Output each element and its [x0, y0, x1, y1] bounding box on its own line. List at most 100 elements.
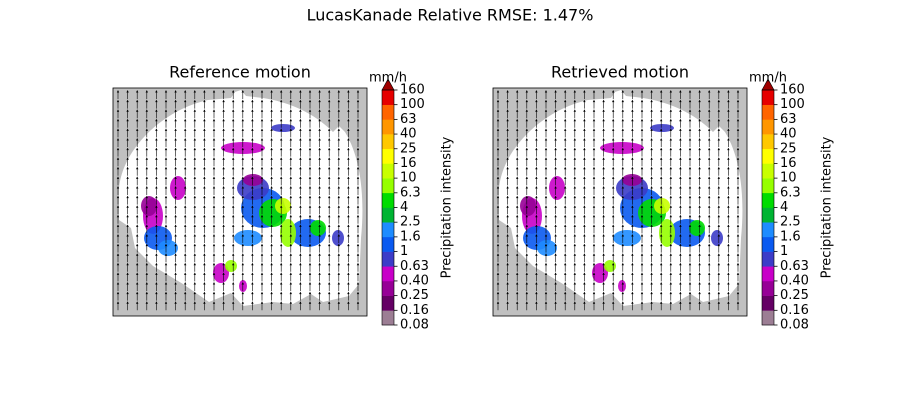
arrow-head: [717, 301, 720, 304]
arrow-head: [155, 186, 158, 189]
arrow-head: [631, 282, 634, 285]
arrow-head: [270, 262, 273, 266]
arrow-head: [356, 301, 360, 304]
arrow-head: [496, 186, 500, 189]
arrow-head: [717, 186, 720, 189]
arrow-head: [289, 99, 292, 103]
arrow-head: [602, 291, 605, 295]
arrow-head: [155, 90, 158, 93]
arrow-head: [193, 301, 196, 304]
arrow-head: [736, 109, 740, 112]
arrow-head: [698, 147, 701, 151]
arrow-head: [222, 224, 225, 227]
arrow-head: [583, 195, 586, 199]
arrow-head: [592, 109, 596, 112]
arrow-head: [193, 99, 196, 103]
arrow-head: [289, 291, 292, 295]
arrow-head: [496, 109, 500, 112]
arrow-head: [535, 99, 538, 103]
arrow-head: [621, 118, 624, 122]
arrow-head: [669, 128, 672, 131]
arrow-head: [299, 262, 302, 266]
arrow-head: [631, 99, 634, 103]
arrow-head: [583, 138, 586, 141]
arrow-head: [222, 118, 225, 122]
arrow-head: [116, 234, 120, 237]
arrow-head: [612, 282, 615, 285]
arrow-head: [573, 138, 576, 141]
arrow-head: [583, 253, 586, 256]
arrow-head: [251, 224, 254, 227]
arrow-head: [241, 147, 244, 151]
arrow-head: [184, 272, 187, 275]
arrow-head: [155, 224, 158, 227]
arrow-head: [516, 262, 519, 266]
arrow-head: [155, 234, 158, 237]
arrow-head: [337, 301, 340, 304]
arrow-head: [612, 205, 615, 208]
arrow-head: [708, 195, 711, 199]
arrow-head: [496, 243, 500, 247]
arrow-head: [318, 234, 321, 237]
arrow-head: [193, 128, 196, 131]
arrow-head: [136, 157, 139, 160]
arrow-head: [270, 90, 273, 93]
arrow-head: [241, 214, 244, 218]
arrow-head: [640, 128, 644, 131]
arrow-head: [736, 243, 740, 247]
arrow-head: [525, 205, 528, 208]
arrow-head: [212, 109, 216, 112]
arrow-head: [260, 128, 264, 131]
arrow-head: [299, 214, 302, 218]
arrow-head: [631, 262, 634, 266]
arrow-head: [612, 109, 615, 112]
arrow-head: [318, 147, 321, 151]
arrow-head: [222, 186, 225, 189]
arrow-head: [612, 99, 615, 103]
arrow-head: [544, 214, 548, 218]
arrow-head: [592, 118, 596, 122]
colorbar-segment: [382, 295, 394, 311]
arrow-head: [164, 291, 168, 295]
arrow-head: [564, 262, 567, 266]
arrow-head: [126, 166, 129, 170]
arrow-head: [155, 99, 158, 103]
arrow-head: [688, 138, 692, 141]
arrow-head: [583, 243, 586, 247]
arrow-head: [727, 282, 730, 285]
colorbar-segment: [762, 192, 774, 208]
precip-area: [604, 260, 616, 272]
arrow-head: [337, 118, 340, 122]
arrow-head: [496, 195, 500, 199]
arrow-head: [203, 157, 206, 160]
arrow-head: [496, 138, 500, 141]
arrow-head: [174, 243, 177, 247]
arrow-head: [506, 138, 509, 141]
arrow-head: [241, 186, 244, 189]
arrow-head: [232, 147, 235, 151]
arrow-head: [660, 282, 663, 285]
arrow-head: [688, 90, 692, 93]
arrow-head: [698, 176, 701, 179]
arrow-head: [602, 157, 605, 160]
arrow-head: [602, 128, 605, 131]
arrow-head: [650, 176, 653, 179]
arrow-head: [506, 90, 509, 93]
arrow-head: [328, 291, 331, 295]
arrow-head: [660, 186, 663, 189]
arrow-head: [631, 118, 634, 122]
arrow-head: [612, 157, 615, 160]
arrow-head: [280, 138, 283, 141]
arrow-head: [126, 99, 129, 103]
arrow-head: [280, 147, 283, 151]
arrow-head: [260, 90, 264, 93]
colorbar-segment: [382, 148, 394, 164]
arrow-head: [289, 205, 292, 208]
arrow-head: [337, 234, 340, 237]
arrow-head: [232, 195, 235, 199]
colorbar-segment: [382, 134, 394, 150]
arrow-head: [164, 282, 168, 285]
arrow-head: [116, 157, 120, 160]
precip-area: [520, 196, 536, 216]
arrow-head: [328, 147, 331, 151]
